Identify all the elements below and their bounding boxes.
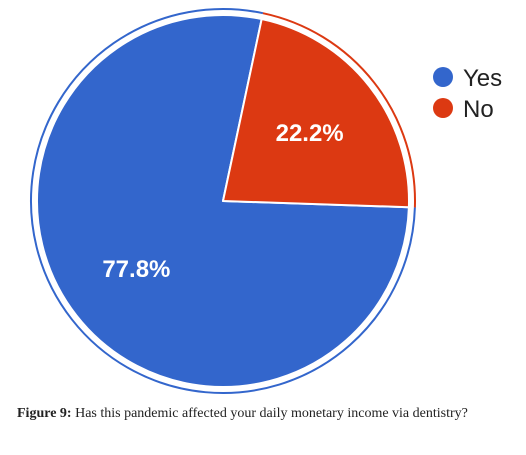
caption-text: Has this pandemic affected your daily mo…	[75, 406, 468, 421]
legend-marker-no	[433, 98, 453, 118]
data-label-yes: 77.8%	[102, 256, 170, 283]
legend-label-no: No	[463, 96, 494, 123]
pie-slice-outline-yes	[30, 8, 416, 394]
legend-marker-yes	[433, 67, 453, 87]
pie-slice-no	[222, 18, 410, 209]
pie-chart: 77.8% 22.2% Yes No	[30, 8, 502, 394]
pie-slice-outline-no	[262, 12, 416, 208]
legend-label-yes: Yes	[463, 65, 502, 92]
figure-caption: Figure 9: Has this pandemic affected you…	[17, 404, 517, 423]
data-label-no: 22.2%	[276, 120, 344, 147]
caption-label: Figure 9:	[17, 406, 72, 421]
